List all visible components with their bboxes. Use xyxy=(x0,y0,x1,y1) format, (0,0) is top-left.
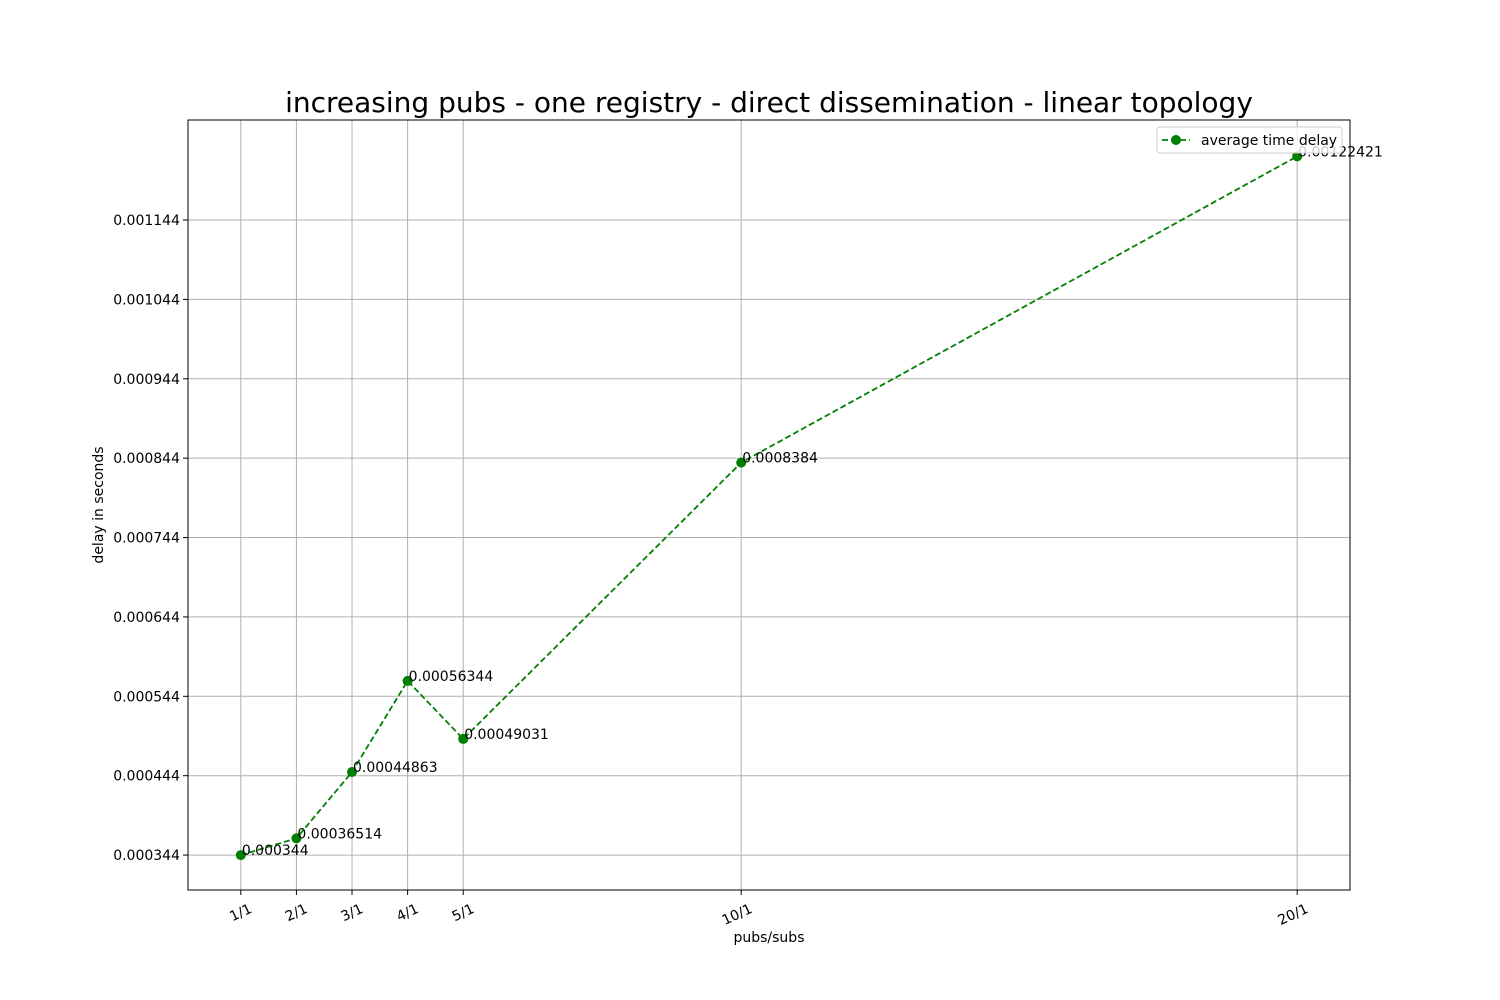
x-tick-label: 4/1 xyxy=(394,901,421,925)
data-point xyxy=(402,675,413,686)
x-tick-label: 1/1 xyxy=(227,901,254,925)
x-tick-label: 3/1 xyxy=(339,901,366,925)
y-tick-label: 0.000744 xyxy=(113,531,180,547)
data-point xyxy=(347,767,358,778)
y-tick-label: 0.000644 xyxy=(113,610,180,626)
data-point xyxy=(458,733,469,744)
data-point xyxy=(1292,151,1303,162)
y-tick-label: 0.001144 xyxy=(113,213,180,229)
legend-box xyxy=(1156,126,1343,154)
data-point xyxy=(235,850,246,861)
y-tick-label: 0.000944 xyxy=(113,372,180,388)
series-line xyxy=(240,155,1298,856)
legend-entry-label: average time delay xyxy=(1201,133,1337,149)
x-axis-label: pubs/subs xyxy=(733,930,804,946)
y-tick-label: 0.000344 xyxy=(113,848,180,864)
x-tick-label: 10/1 xyxy=(720,901,755,929)
data-label: 0.00036514 xyxy=(297,826,382,842)
data-label: 0.00044863 xyxy=(353,760,438,776)
data-label: 0.000344 xyxy=(242,843,309,859)
legend-marker xyxy=(1171,135,1181,145)
data-point xyxy=(736,457,747,468)
y-axis-label: delay in seconds xyxy=(91,446,107,563)
plot-area xyxy=(187,119,1351,891)
data-label: 0.0008384 xyxy=(742,451,818,467)
data-point xyxy=(291,833,302,844)
y-tick-label: 0.001044 xyxy=(113,292,180,308)
x-tick-label: 20/1 xyxy=(1276,901,1311,929)
x-axis-ticks: 1/1 2/1 3/1 4/1 5/1 10/1 20/1 xyxy=(227,890,1311,929)
y-tick-label: 0.000444 xyxy=(113,769,180,785)
x-tick-label: 5/1 xyxy=(450,901,477,925)
chart-title: increasing pubs - one registry - direct … xyxy=(285,86,1253,119)
data-label: 0.00056344 xyxy=(409,669,494,685)
y-tick-label: 0.000544 xyxy=(113,689,180,705)
x-tick-label: 2/1 xyxy=(283,901,310,925)
y-axis-ticks: 0.000344 0.000444 0.000544 0.000644 0.000744… xyxy=(113,213,188,864)
grid xyxy=(188,120,1350,890)
data-label: 0.00049031 xyxy=(464,727,549,743)
legend: average time delay xyxy=(1156,126,1343,154)
y-tick-label: 0.000844 xyxy=(113,451,180,467)
